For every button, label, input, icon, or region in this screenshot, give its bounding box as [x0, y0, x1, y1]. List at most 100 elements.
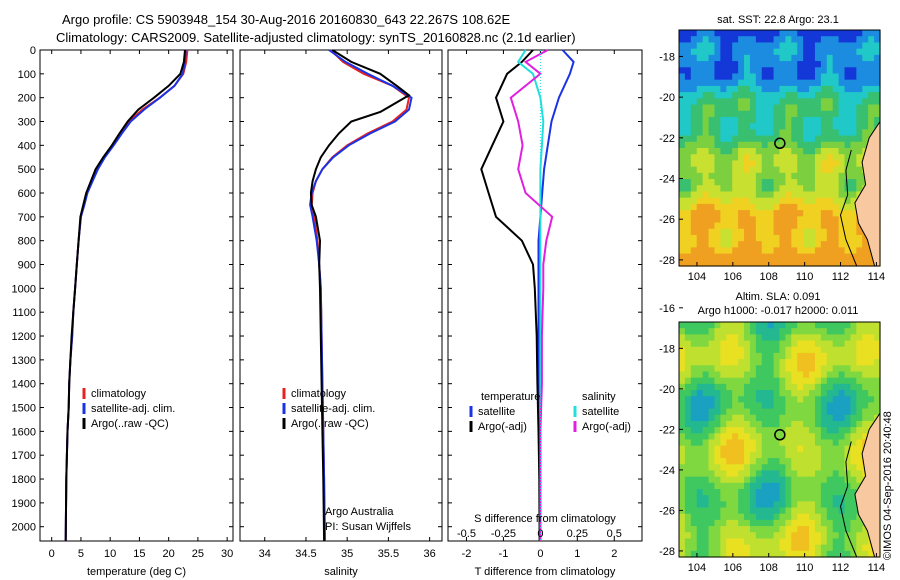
lat-tick-label: -26 — [659, 505, 675, 517]
x-tick-label: 0 — [49, 548, 55, 560]
depth-tick-label: 0 — [30, 45, 36, 57]
x-tick-label: -2 — [462, 548, 472, 560]
x-tick-label: 34 — [259, 548, 271, 560]
depth-tick-label: 1200 — [12, 331, 36, 343]
depth-tick-label: 1400 — [12, 379, 36, 391]
lon-tick-label: 106 — [724, 271, 742, 283]
x-tick-label: 15 — [133, 548, 145, 560]
lon-tick-label: 106 — [724, 562, 742, 574]
depth-tick-label: 1900 — [12, 498, 36, 510]
legend-label: satellite-adj. clim. — [91, 403, 175, 415]
sla-map-field — [679, 322, 881, 558]
lat-tick-label: -16 — [659, 303, 675, 315]
depth-tick-label: 2000 — [12, 522, 36, 534]
difference-panel-frame — [447, 49, 643, 542]
series-line — [310, 49, 411, 542]
annotation-line: PI: Susan Wijffels — [325, 521, 411, 533]
lon-tick-label: 110 — [796, 271, 814, 283]
depth-tick-label: 1300 — [12, 355, 36, 367]
lon-tick-label: 108 — [760, 562, 778, 574]
depth-tick-label: 700 — [18, 212, 36, 224]
lat-tick-label: -24 — [659, 465, 675, 477]
x2-tick-label: -0.25 — [491, 528, 516, 540]
x2-tick-label: 0.25 — [567, 528, 588, 540]
depth-tick-label: 1800 — [12, 474, 36, 486]
x-tick-label: 20 — [163, 548, 175, 560]
legend-label: Argo(-adj) — [582, 421, 631, 433]
depth-tick-label: 300 — [18, 117, 36, 129]
x-tick-label: 0 — [537, 548, 543, 560]
depth-tick-label: 100 — [18, 69, 36, 81]
lat-tick-label: -28 — [659, 255, 675, 267]
difference-panel-xlabel: T difference from climatology — [475, 566, 616, 578]
x-tick-label: 30 — [221, 548, 233, 560]
sst-map-frame — [678, 29, 881, 267]
depth-tick-label: 1000 — [12, 283, 36, 295]
depth-tick-label: 1600 — [12, 426, 36, 438]
legend-title: temperature — [481, 391, 540, 403]
depth-tick-label: 600 — [18, 188, 36, 200]
lat-tick-label: -20 — [659, 92, 675, 104]
lat-tick-label: -22 — [659, 424, 675, 436]
legend-label: Argo(-adj) — [478, 421, 527, 433]
temperature-panel-xlabel: temperature (deg C) — [87, 566, 186, 578]
salinity-panel-xlabel: salinity — [324, 566, 358, 578]
legend-label: Argo(..raw -QC) — [91, 418, 169, 430]
lon-tick-label: 110 — [796, 562, 814, 574]
sla-map-subtitle: Argo h1000: -0.017 h2000: 0.011 — [697, 305, 859, 317]
depth-tick-label: 200 — [18, 93, 36, 105]
lon-tick-label: 114 — [868, 562, 886, 574]
x-tick-label: 10 — [104, 548, 116, 560]
legend-label: climatology — [91, 388, 147, 400]
annotation-line: Argo Australia — [325, 506, 394, 518]
lat-tick-label: -24 — [659, 174, 675, 186]
lat-tick-label: -26 — [659, 214, 675, 226]
argo-position-marker — [774, 137, 786, 150]
lat-tick-label: -20 — [659, 384, 675, 396]
series-line — [480, 49, 541, 542]
salinity-panel-frame — [239, 49, 443, 542]
lat-tick-label: -18 — [659, 343, 675, 355]
sst-map-title: sat. SST: 22.8 Argo: 23.1 — [717, 14, 839, 26]
legend-label: climatology — [291, 388, 347, 400]
bathymetry-contour — [839, 441, 858, 558]
x-tick-label: 25 — [192, 548, 204, 560]
argo-position-marker — [774, 429, 786, 441]
bathymetry-contour — [839, 149, 858, 267]
series-line — [509, 49, 554, 541]
depth-tick-label: 1700 — [12, 450, 36, 462]
x-tick-label: 2 — [611, 548, 617, 560]
depth-tick-label: 800 — [18, 236, 36, 248]
lon-tick-label: 104 — [688, 271, 706, 283]
x2-tick-label: -0.5 — [457, 528, 476, 540]
sla-map-title: Altim. SLA: 0.091 — [735, 291, 821, 303]
legend-label: Argo(..raw -QC) — [291, 418, 369, 430]
lon-tick-label: 104 — [688, 562, 706, 574]
lon-tick-label: 114 — [868, 271, 886, 283]
depth-tick-label: 900 — [18, 260, 36, 272]
legend-label: satellite-adj. clim. — [291, 403, 375, 415]
figure-title-line2: Climatology: CARS2009. Satellite-adjuste… — [56, 30, 576, 45]
difference-panel-xlabel2: S difference from climatology — [474, 513, 616, 525]
temperature-panel-frame — [39, 49, 234, 542]
lon-tick-label: 112 — [832, 271, 850, 283]
x-tick-label: 1 — [574, 548, 580, 560]
legend-label: satellite — [478, 406, 515, 418]
x2-tick-label: 0 — [537, 528, 543, 540]
depth-tick-label: 500 — [18, 164, 36, 176]
depth-tick-label: 1500 — [12, 403, 36, 415]
depth-tick-label: 400 — [18, 140, 36, 152]
lat-tick-label: -18 — [659, 51, 675, 63]
x-tick-label: 35.5 — [378, 548, 399, 560]
lon-tick-label: 108 — [760, 271, 778, 283]
lon-tick-label: 112 — [832, 562, 850, 574]
lat-tick-label: -28 — [659, 546, 675, 558]
series-line — [309, 49, 413, 542]
x-tick-label: -1 — [499, 548, 509, 560]
sla-map-frame — [678, 321, 881, 558]
x-tick-label: 5 — [78, 548, 84, 560]
x2-tick-label: 0.5 — [607, 528, 622, 540]
x-tick-label: 34.5 — [295, 548, 316, 560]
